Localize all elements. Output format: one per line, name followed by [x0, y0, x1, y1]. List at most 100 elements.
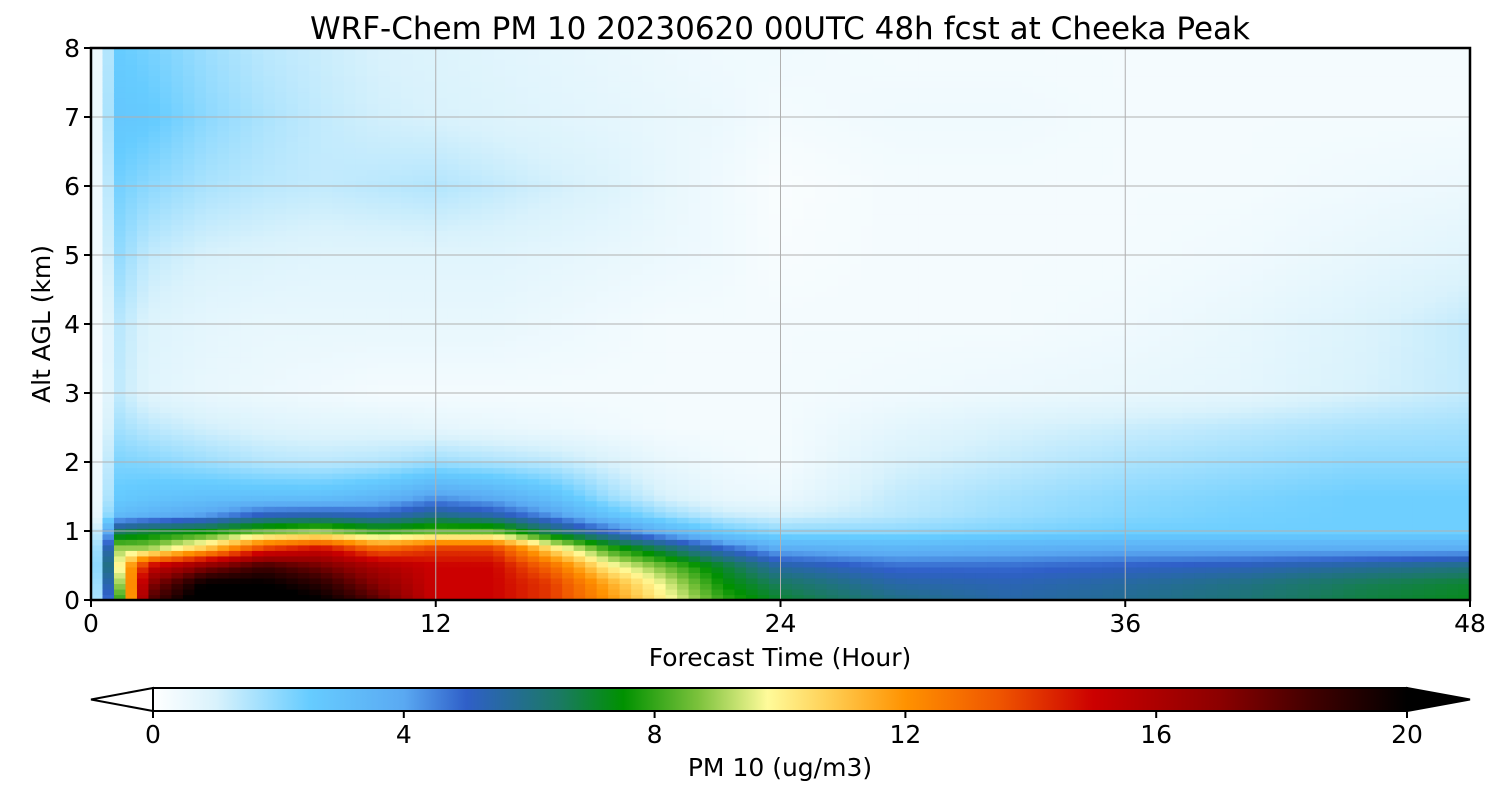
heat-cell — [998, 544, 1011, 551]
heat-cell — [964, 533, 977, 540]
heat-cell — [1447, 500, 1460, 507]
heat-cell — [1136, 500, 1149, 507]
heat-cell — [228, 473, 241, 480]
heat-cell — [929, 561, 942, 568]
heat-cell — [860, 417, 874, 424]
heat-cell — [159, 489, 173, 496]
heat-cell — [1217, 517, 1230, 524]
heat-cell — [987, 506, 1000, 513]
heat-cell — [895, 439, 908, 447]
heat-cell — [136, 566, 150, 573]
heat-cell — [642, 566, 655, 573]
heat-cell — [217, 495, 230, 502]
heat-cell — [1021, 577, 1034, 585]
heat-cell — [964, 456, 977, 463]
heat-cell — [182, 572, 196, 579]
heat-cell — [757, 379, 770, 386]
heat-cell — [366, 566, 379, 573]
heat-cell — [412, 495, 425, 502]
heat-cell — [723, 511, 736, 518]
heat-cell — [297, 544, 310, 551]
heat-cell — [1263, 484, 1276, 491]
heat-cell — [1079, 500, 1092, 507]
heat-cell — [688, 577, 701, 585]
heat-cell — [1435, 539, 1448, 546]
heat-cell — [1125, 506, 1138, 513]
heat-cell — [631, 484, 644, 491]
heat-cell — [642, 517, 655, 524]
heat-cell — [102, 412, 115, 419]
heat-cell — [562, 511, 575, 518]
heat-cell — [1194, 473, 1207, 480]
heat-cell — [952, 423, 965, 430]
heat-cell — [1343, 583, 1356, 590]
heat-cell — [274, 473, 287, 480]
heat-cell — [952, 533, 965, 540]
heat-cell — [1343, 561, 1356, 568]
heat-cell — [1079, 533, 1092, 540]
heat-cell — [837, 456, 851, 463]
heat-cell — [964, 467, 977, 474]
heat-cell — [1159, 583, 1172, 590]
heat-cell — [723, 495, 736, 502]
heat-cell — [1240, 462, 1253, 469]
heat-cell — [895, 561, 908, 568]
heat-cell — [1355, 484, 1368, 491]
heat-cell — [872, 456, 885, 463]
heat-cell — [320, 539, 333, 546]
heat-cell — [895, 428, 908, 435]
heat-cell — [516, 588, 529, 596]
heat-cell — [1090, 473, 1103, 480]
heat-cell — [1182, 533, 1195, 540]
heat-cell — [539, 450, 552, 458]
heat-cell — [539, 555, 552, 562]
heat-cell — [435, 445, 448, 452]
heat-cell — [757, 594, 770, 601]
heat-cell — [596, 368, 609, 375]
heat-cell — [998, 594, 1011, 601]
heat-cell — [608, 473, 621, 480]
heat-cell — [309, 500, 322, 507]
heat-cell — [665, 539, 678, 546]
heat-cell — [274, 406, 287, 413]
heat-cell — [711, 517, 724, 524]
heat-cell — [274, 379, 287, 386]
heat-cell — [1447, 473, 1460, 480]
heat-cell — [274, 555, 287, 562]
heat-cell — [837, 467, 851, 474]
heat-cell — [1194, 489, 1207, 496]
heat-cell — [711, 550, 724, 557]
heat-cell — [493, 417, 506, 424]
heat-cell — [148, 522, 161, 529]
heat-cell — [309, 434, 322, 441]
heat-cell — [136, 395, 150, 402]
heat-cell — [1447, 544, 1460, 551]
heat-cell — [975, 373, 988, 380]
heat-cell — [1033, 577, 1046, 585]
heat-cell — [1251, 384, 1264, 391]
heat-cell — [136, 506, 150, 513]
heat-cell — [826, 489, 839, 496]
heat-cell — [872, 489, 885, 496]
heat-cell — [1378, 506, 1391, 513]
heat-cell — [447, 517, 460, 524]
heat-cell — [366, 544, 379, 551]
heat-cell — [228, 489, 241, 496]
heat-cell — [1424, 467, 1437, 474]
heat-cell — [504, 572, 517, 579]
heat-cell — [159, 484, 173, 491]
heat-cell — [274, 373, 287, 380]
heat-cell — [320, 500, 333, 507]
heat-cell — [585, 572, 598, 579]
heat-cell — [1309, 473, 1322, 480]
heat-cell — [941, 373, 954, 380]
heat-cell — [791, 489, 805, 496]
heat-cell — [125, 572, 138, 579]
heat-cell — [723, 368, 736, 375]
heat-cell — [217, 395, 230, 402]
heat-cell — [906, 506, 919, 513]
heat-cell — [125, 484, 138, 491]
heat-cell — [746, 506, 759, 513]
heat-cell — [929, 462, 942, 469]
heat-cell — [906, 412, 919, 419]
